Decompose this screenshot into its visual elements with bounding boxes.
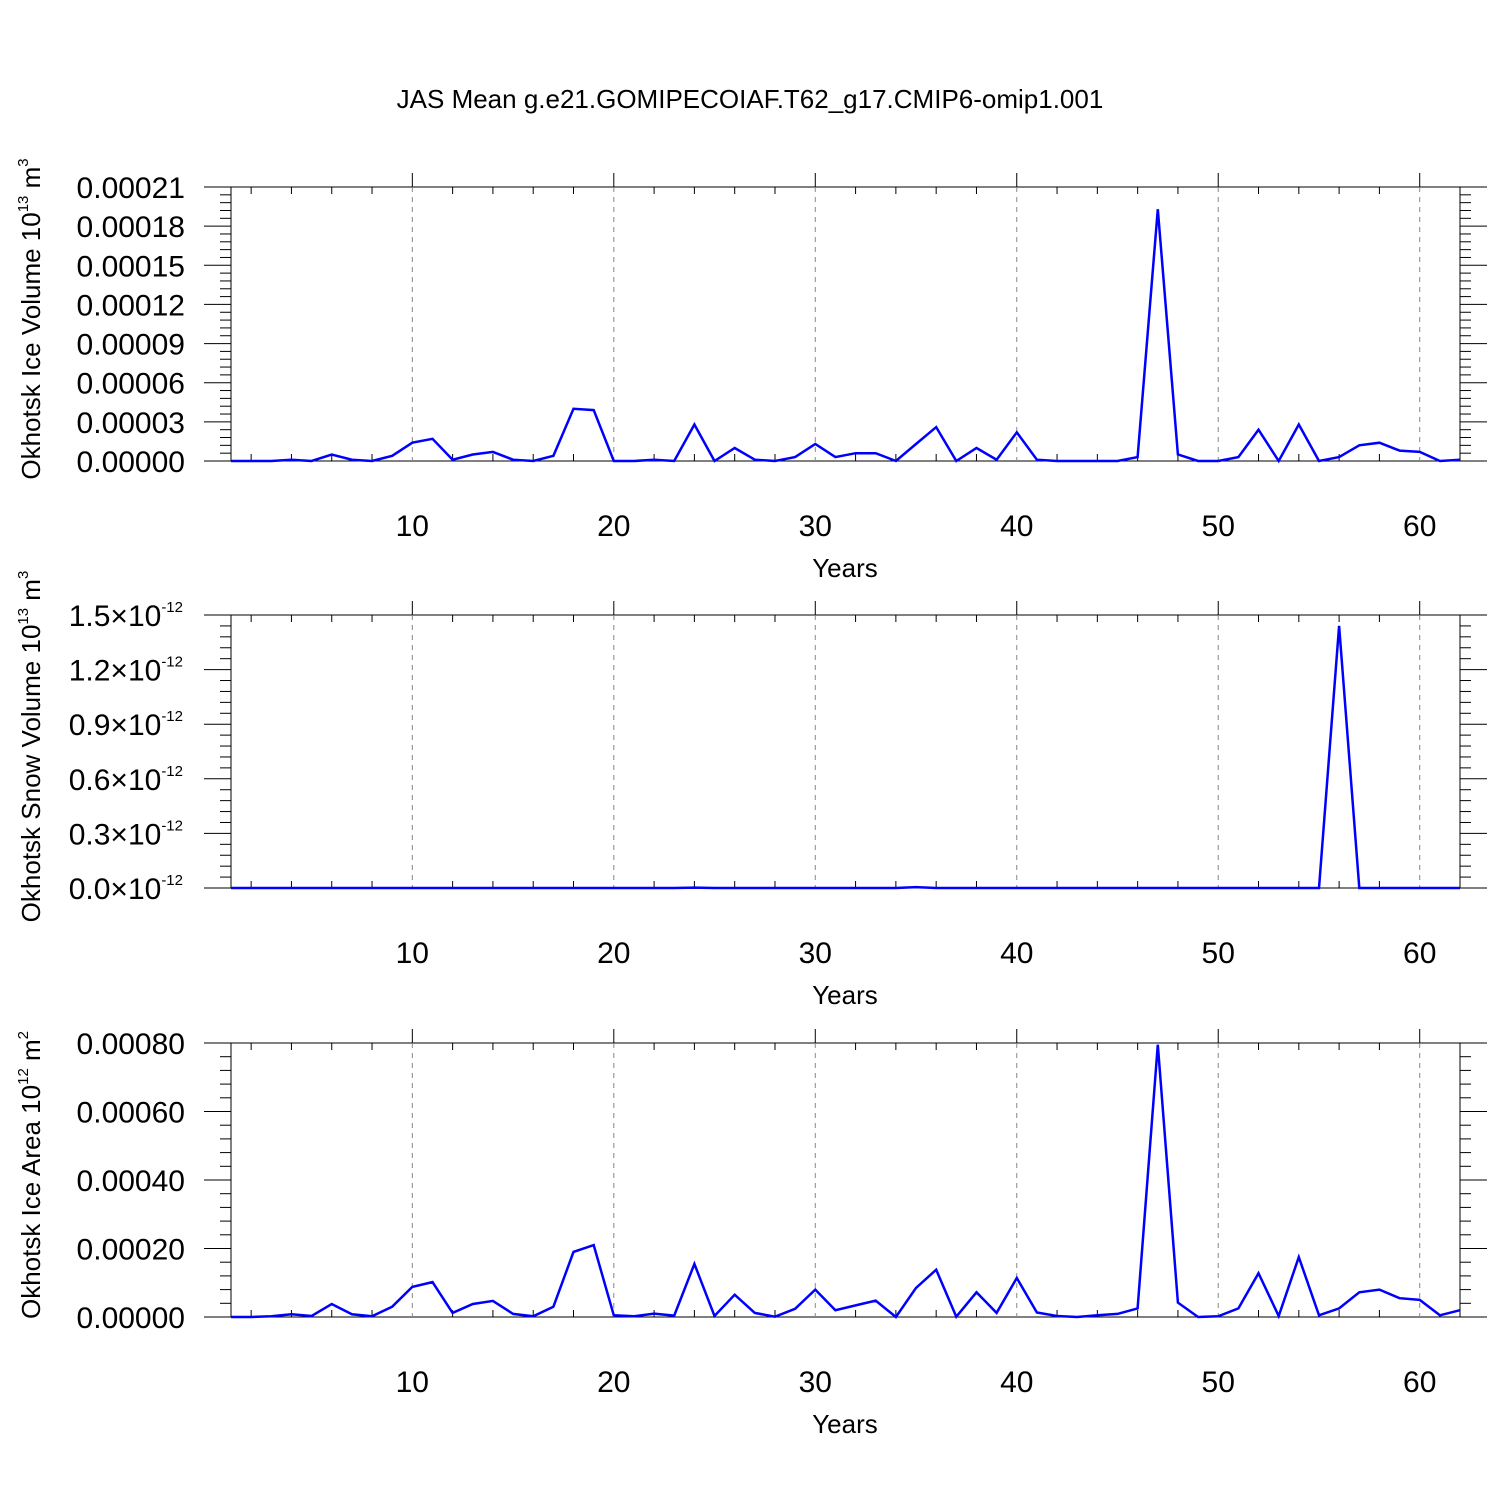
x-tick-label: 10	[396, 1366, 429, 1399]
plot-frame	[230, 614, 1461, 889]
x-tick-label: 40	[1000, 937, 1033, 970]
x-tick-label: 40	[1000, 1366, 1033, 1399]
x-tick-label: 10	[396, 510, 429, 543]
x-axis-title: Years	[812, 553, 878, 583]
x-tick-label: 20	[597, 1366, 630, 1399]
y-tick-label: 0.00009	[77, 329, 185, 362]
x-tick-label: 50	[1202, 510, 1235, 543]
x-tick-label: 60	[1403, 510, 1436, 543]
chart-title: JAS Mean g.e21.GOMIPECOIAF.T62_g17.CMIP6…	[396, 84, 1104, 114]
panel-2: 10 20 30 40 50 60 0.0×10-12 0.3×10-12 0.6×10-12 0…	[15, 571, 1487, 1010]
data-series-line	[231, 1044, 1461, 1320]
x-axis-title: Years	[812, 1409, 878, 1439]
y-tick-label: 0.00021	[77, 172, 185, 205]
x-tick-label: 60	[1403, 937, 1436, 970]
x-axis-title: Years	[812, 980, 878, 1010]
y-tick-label: 0.00020	[77, 1234, 185, 1267]
x-tick-label: 60	[1403, 1366, 1436, 1399]
y-tick-label: 0.00006	[77, 368, 185, 401]
plot-frame	[230, 186, 1461, 462]
data-series-line	[231, 209, 1461, 464]
panel-3: 10 20 30 40 50 60 0.00000 0.00020 0.00040 0.00060…	[15, 1028, 1487, 1439]
y-tick-label: 0.6×10-12	[69, 763, 183, 797]
x-tick-label: 50	[1202, 937, 1235, 970]
plot-frame	[230, 1042, 1461, 1318]
y-tick-label: 0.00080	[77, 1028, 185, 1061]
y-tick-label: 0.00040	[77, 1165, 185, 1198]
x-tick-label: 10	[396, 937, 429, 970]
y-tick-label: 0.3×10-12	[69, 817, 183, 851]
y-tick-label: 0.00012	[77, 289, 185, 322]
x-tick-label: 30	[799, 937, 832, 970]
y-tick-label: 0.0×10-12	[69, 872, 183, 906]
y-tick-label: 0.9×10-12	[69, 708, 183, 742]
y-tick-label: 0.00003	[77, 407, 185, 440]
y-tick-label: 0.00000	[77, 446, 185, 479]
x-tick-label: 30	[799, 1366, 832, 1399]
y-tick-label: 1.5×10-12	[69, 599, 183, 633]
y-tick-label: 0.00018	[77, 211, 185, 244]
y-tick-label: 1.2×10-12	[69, 654, 183, 688]
panel-1: 10 20 30 40 50 60 0.00000 0.00003 0.00006 0.00009…	[15, 158, 1487, 583]
y-axis-title: Okhotsk Ice Volume 1013 m3	[15, 158, 46, 479]
y-tick-label: 0.00015	[77, 250, 185, 283]
y-axis-title: Okhotsk Snow Volume 1013 m3	[15, 571, 46, 923]
x-tick-label: 50	[1202, 1366, 1235, 1399]
y-tick-label: 0.00000	[77, 1302, 185, 1335]
data-series-line	[231, 625, 1460, 890]
x-tick-label: 30	[799, 510, 832, 543]
y-axis-title: Okhotsk Ice Area 1012 m2	[15, 1031, 46, 1319]
x-tick-label: 20	[597, 510, 630, 543]
y-tick-label: 0.00060	[77, 1097, 185, 1130]
x-tick-label: 20	[597, 937, 630, 970]
x-tick-label: 40	[1000, 510, 1033, 543]
